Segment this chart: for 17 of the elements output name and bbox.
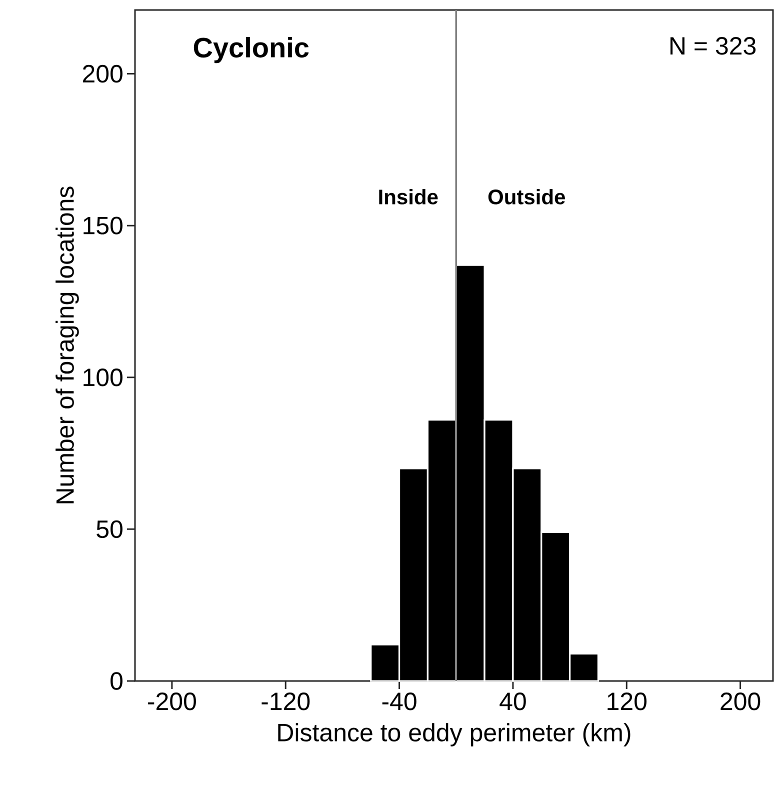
annotation: Inside [379, 188, 438, 204]
y-tick-label: 200 [83, 64, 122, 83]
annotation: N = 323 [670, 37, 756, 55]
x-axis-title: Distance to eddy perimeter (km) [278, 723, 630, 746]
y-tick-label: 100 [84, 368, 122, 386]
y-tick-label: 0 [110, 672, 122, 690]
y-tick-label: 150 [84, 216, 122, 234]
x-tick-label: -40 [382, 692, 416, 710]
x-tick-label: 200 [720, 692, 760, 710]
y-axis-title: Number of foraging locations [56, 186, 79, 504]
x-tick-label: -120 [262, 692, 310, 710]
x-tick-label: 120 [608, 692, 646, 710]
x-tick-label: -200 [148, 692, 196, 710]
annotation: Cyclonic [194, 37, 309, 64]
annotation: Outside [488, 188, 565, 204]
x-tick-label: 40 [500, 692, 526, 710]
y-tick-label: 50 [96, 520, 122, 538]
